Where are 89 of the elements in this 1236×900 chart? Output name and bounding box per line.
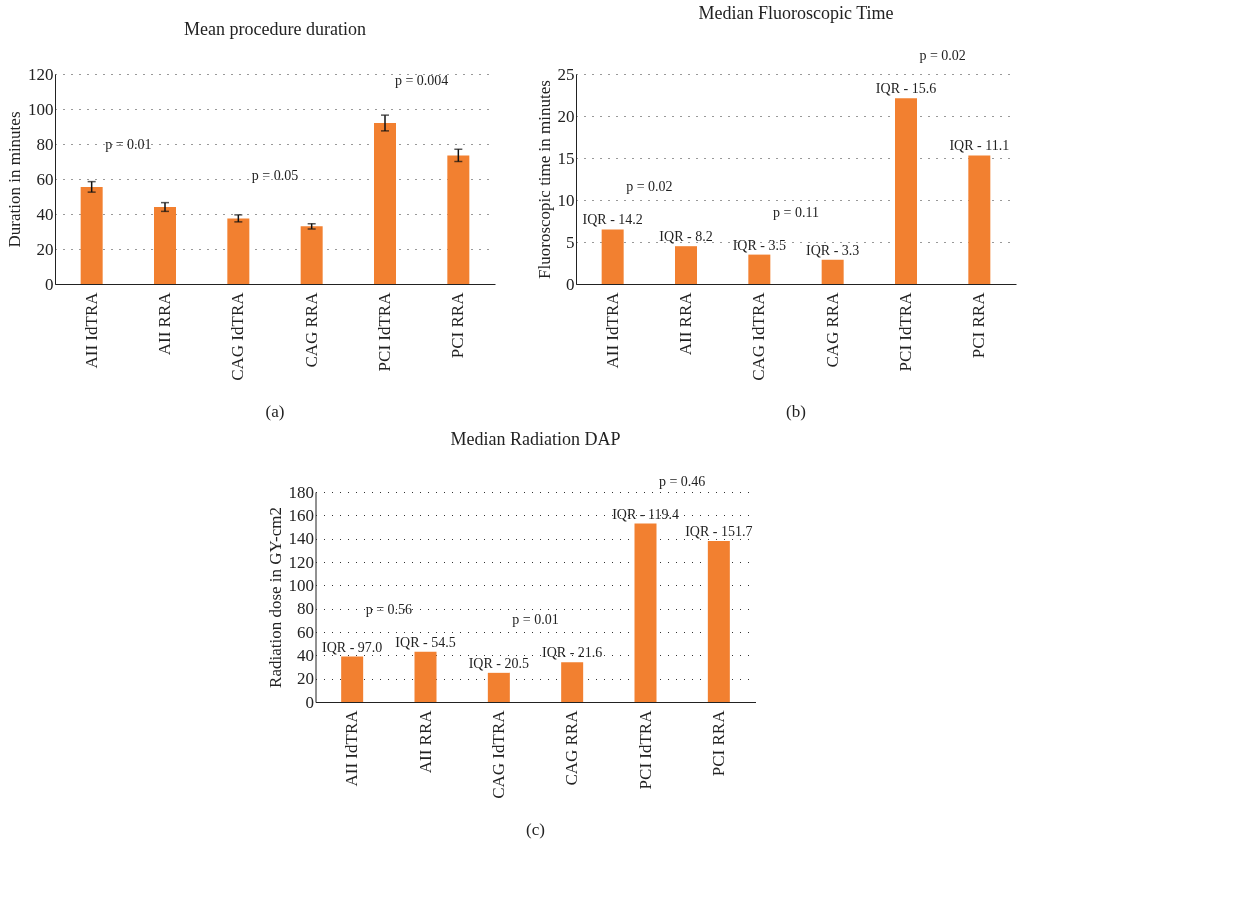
annotation: IQR - 11.1 <box>949 138 1010 154</box>
bar <box>374 123 396 284</box>
x-tick-label: AII IdTRA <box>342 709 362 787</box>
bar <box>968 155 991 284</box>
x-tick-label: PCI RRA <box>448 291 468 359</box>
annotation: IQR - 97.0 <box>322 639 383 655</box>
annotation: p = 0.01 <box>512 612 559 628</box>
x-tick-label: PCI RRA <box>969 291 989 359</box>
y-tick-label: 40 <box>297 645 314 665</box>
bar <box>561 662 584 702</box>
y-axis-title: Fluoroscopic time in minutes <box>534 80 554 279</box>
bar <box>634 523 657 702</box>
annotation: IQR - 119.4 <box>612 506 679 522</box>
y-tick-label: 40 <box>36 204 54 224</box>
y-tick-label: 20 <box>36 239 54 259</box>
bar <box>675 246 697 284</box>
y-tick-label: 80 <box>36 134 54 154</box>
annotation: p = 0.05 <box>251 168 299 184</box>
y-tick-label: 20 <box>557 106 575 126</box>
x-tick-label: CAG IdTRA <box>749 291 769 381</box>
y-tick-label: 180 <box>288 482 314 502</box>
y-tick-label: 0 <box>45 274 54 294</box>
y-tick-label: 80 <box>297 599 314 619</box>
annotation: IQR - 15.6 <box>875 81 937 97</box>
bar <box>821 259 844 284</box>
x-tick-label: AII RRA <box>155 291 174 356</box>
x-tick-label: AII IdTRA <box>602 291 622 369</box>
y-tick-label: 160 <box>288 505 314 525</box>
chart-title: Mean procedure duration <box>184 19 366 39</box>
y-tick-label: 5 <box>566 232 575 252</box>
annotation: IQR - 3.3 <box>806 242 860 258</box>
bar <box>227 218 250 284</box>
text: (b) <box>786 402 806 421</box>
x-tick-label: AII IdTRA <box>81 291 101 369</box>
bar <box>341 656 364 702</box>
y-tick-label: 0 <box>566 274 575 294</box>
y-tick-label: 100 <box>28 99 54 119</box>
bar <box>414 651 437 702</box>
bar <box>487 672 510 702</box>
y-tick-label: 100 <box>288 575 314 595</box>
annotation: p = 0.01 <box>105 136 152 152</box>
x-tick-label: PCI IdTRA <box>635 709 655 790</box>
annotation: IQR - 21.6 <box>542 645 603 661</box>
bar <box>300 226 323 284</box>
y-tick-label: 60 <box>297 622 314 642</box>
x-tick-label: PCI RRA <box>708 709 728 777</box>
y-tick-label: 60 <box>36 169 54 189</box>
x-tick-label: CAG RRA <box>562 709 582 786</box>
y-tick-label: 15 <box>557 148 575 168</box>
annotation: IQR - 151.7 <box>685 524 753 539</box>
x-tick-label: CAG IdTRA <box>488 709 508 799</box>
text: (a) <box>265 402 285 421</box>
annotation: p = 0.56 <box>365 601 413 617</box>
x-tick-label: AII RRA <box>676 291 695 356</box>
x-tick-label: PCI IdTRA <box>896 291 915 372</box>
x-tick-label: CAG IdTRA <box>228 291 248 381</box>
x-tick-label: CAG RRA <box>301 291 321 368</box>
bar <box>154 207 176 284</box>
y-tick-label: 120 <box>28 64 54 84</box>
bar <box>447 155 470 284</box>
annotation: IQR - 3.5 <box>732 237 786 253</box>
annotation: p = 0.004 <box>394 73 449 88</box>
chart-title: Median Fluoroscopic Time <box>698 3 894 24</box>
x-tick-label: PCI IdTRA <box>375 291 394 372</box>
bar <box>601 229 624 284</box>
annotation: IQR - 54.5 <box>395 634 456 650</box>
y-tick-label: 25 <box>557 64 575 84</box>
y-tick-label: 20 <box>297 669 314 689</box>
annotation: IQR - 20.5 <box>468 655 529 671</box>
y-axis-title: Duration in minutes <box>5 111 24 248</box>
y-tick-label: 140 <box>288 529 314 549</box>
text: (c) <box>526 820 545 839</box>
annotation: p = 0.02 <box>626 179 673 195</box>
text: p = 0.46 <box>658 473 706 489</box>
x-tick-label: AII RRA <box>415 709 435 774</box>
chart-title: Median Radiation DAP <box>450 428 621 449</box>
text: p = 0.02 <box>919 48 966 64</box>
bar <box>707 541 730 702</box>
y-tick-label: 0 <box>305 692 314 712</box>
x-tick-label: CAG RRA <box>822 291 842 368</box>
annotation: p = 0.11 <box>773 204 819 220</box>
y-axis-title: Radiation dose in GY-cm2 <box>265 507 285 688</box>
bar <box>895 98 917 284</box>
annotation: IQR - 14.2 <box>582 212 643 228</box>
y-tick-label: 120 <box>288 552 314 572</box>
bar <box>748 254 771 284</box>
y-tick-label: 10 <box>557 190 575 210</box>
annotation: IQR - 8.2 <box>659 229 713 245</box>
bar <box>80 186 103 284</box>
